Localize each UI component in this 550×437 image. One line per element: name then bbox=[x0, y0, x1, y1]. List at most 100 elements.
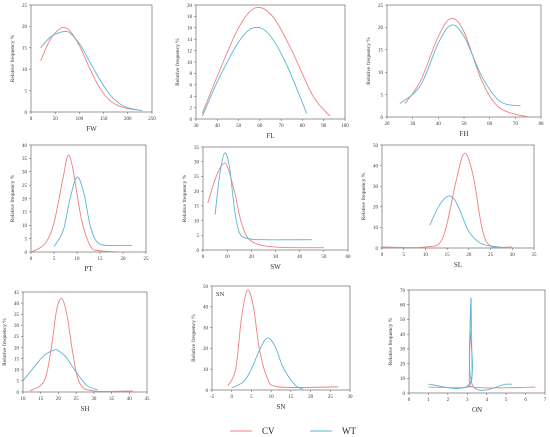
x-axis-label: FL bbox=[266, 132, 274, 140]
y-tick-label: 30 bbox=[22, 171, 28, 176]
plot-frame bbox=[381, 144, 535, 249]
y-tick-label: 0 bbox=[206, 389, 209, 394]
x-tick-label: 25 bbox=[488, 253, 494, 258]
y-tick-label: 15 bbox=[22, 47, 28, 52]
y-tick-label: 15 bbox=[194, 205, 200, 210]
x-tick-label: 60 bbox=[346, 255, 352, 260]
y-axis-label: Relative frequency % bbox=[387, 317, 394, 365]
x-axis-label: SW bbox=[270, 263, 281, 271]
chart-pt: 0 5 10 15 20 25 0 5 10 15 20 25 30 35 40 PT Relative fre… bbox=[9, 144, 149, 273]
series-line-wt bbox=[53, 176, 133, 247]
series-line-cv bbox=[207, 162, 324, 249]
series-line-wt bbox=[429, 195, 513, 249]
x-tick-label: 20 bbox=[308, 395, 314, 400]
x-tick-label: 30 bbox=[273, 255, 279, 260]
x-tick-label: 50 bbox=[236, 124, 242, 129]
x-tick-label: 35 bbox=[532, 253, 538, 258]
legend: CV WT bbox=[230, 426, 356, 436]
y-axis-label: Relative frequency % bbox=[9, 174, 16, 222]
y-tick-label: 10 bbox=[194, 219, 200, 224]
y-tick-label: 10 bbox=[400, 377, 406, 382]
x-tick-label: 10 bbox=[269, 395, 275, 400]
y-tick-label: 40 bbox=[203, 306, 209, 311]
x-tick-label: 50 bbox=[321, 255, 327, 260]
x-tick-label: 10 bbox=[21, 397, 27, 402]
x-tick-label: 50 bbox=[462, 122, 468, 127]
x-tick-label: 40 bbox=[436, 122, 442, 127]
x-tick-label: 0 bbox=[230, 395, 233, 400]
y-tick-label: 30 bbox=[373, 185, 379, 190]
x-axis-label: PT bbox=[84, 265, 93, 273]
y-tick-label: 40 bbox=[400, 333, 406, 338]
plot-frame bbox=[211, 285, 351, 391]
x-tick-label: 70 bbox=[279, 124, 285, 129]
y-tick-label: 5 bbox=[197, 234, 200, 239]
x-tick-label: 0 bbox=[202, 255, 205, 260]
x-tick-label: 20 bbox=[466, 253, 472, 258]
y-tick-label: 35 bbox=[22, 157, 28, 162]
series-line-cv bbox=[201, 6, 331, 117]
chart-sh: 10 15 20 25 30 35 40 45 0 5 10 15 20 25 30 35 40 45 SH Rela… bbox=[1, 291, 150, 413]
x-tick-label: 20 bbox=[121, 257, 127, 262]
x-tick-label: 15 bbox=[98, 257, 104, 262]
y-tick-label: 60 bbox=[400, 304, 406, 309]
x-tick-label: 20 bbox=[249, 255, 255, 260]
series-line-cv bbox=[30, 154, 124, 253]
x-tick-label: 40 bbox=[297, 255, 303, 260]
y-tick-label: 30 bbox=[400, 348, 406, 353]
y-tick-label: 2 bbox=[190, 106, 193, 111]
y-tick-label: 14 bbox=[187, 38, 193, 43]
y-tick-label: 0 bbox=[25, 251, 28, 256]
y-tick-label: 20 bbox=[400, 362, 406, 367]
x-tick-label: 7 bbox=[544, 398, 547, 403]
y-tick-label: 20 bbox=[14, 346, 20, 351]
y-tick-label: 25 bbox=[22, 4, 28, 9]
x-tick-label: -5 bbox=[210, 395, 215, 400]
plot-frame bbox=[202, 146, 349, 251]
x-tick-label: 15 bbox=[38, 397, 44, 402]
y-tick-label: 8 bbox=[190, 72, 193, 77]
x-tick-label: 150 bbox=[100, 117, 108, 122]
plot-frame bbox=[195, 4, 346, 120]
y-tick-label: 10 bbox=[203, 368, 209, 373]
x-tick-label: 60 bbox=[257, 124, 263, 129]
series-line-wt bbox=[201, 26, 308, 117]
y-tick-label: 50 bbox=[373, 144, 379, 149]
series-line-cv bbox=[40, 26, 138, 111]
x-tick-label: 0 bbox=[30, 117, 33, 122]
y-tick-label: 0 bbox=[403, 392, 406, 397]
x-tick-label: 3 bbox=[466, 398, 469, 403]
series-line-wt bbox=[231, 337, 303, 390]
y-tick-label: 25 bbox=[22, 184, 28, 189]
y-tick-label: 30 bbox=[194, 161, 200, 166]
legend-label-wt: WT bbox=[342, 426, 356, 436]
x-tick-label: 70 bbox=[513, 122, 519, 127]
y-tick-label: 50 bbox=[400, 318, 406, 323]
y-tick-label: 10 bbox=[14, 369, 20, 374]
series-line-wt bbox=[214, 152, 312, 241]
y-tick-label: 10 bbox=[378, 71, 384, 76]
y-tick-label: 0 bbox=[197, 249, 200, 254]
y-tick-label: 6 bbox=[190, 84, 193, 89]
series-line-wt bbox=[22, 349, 98, 391]
y-axis-label: Relative frequency % bbox=[360, 172, 367, 220]
series-line-wt bbox=[40, 30, 143, 112]
plot-frame bbox=[386, 4, 542, 118]
y-tick-label: 5 bbox=[25, 89, 28, 94]
y-tick-label: 12 bbox=[187, 49, 193, 54]
x-axis-label: FH bbox=[460, 130, 469, 138]
x-tick-label: 15 bbox=[288, 395, 294, 400]
y-tick-label: 15 bbox=[378, 49, 384, 54]
panel-annotation: SN bbox=[216, 291, 225, 298]
y-tick-label: 25 bbox=[378, 4, 384, 9]
y-axis-label: Relative frequency % bbox=[1, 318, 8, 366]
plot-frame bbox=[30, 4, 153, 113]
y-tick-label: 5 bbox=[25, 237, 28, 242]
series-line-cv bbox=[404, 17, 529, 118]
y-tick-label: 16 bbox=[187, 27, 193, 32]
y-tick-label: 25 bbox=[194, 175, 200, 180]
x-tick-label: 10 bbox=[75, 257, 81, 262]
y-tick-label: 0 bbox=[190, 118, 193, 123]
